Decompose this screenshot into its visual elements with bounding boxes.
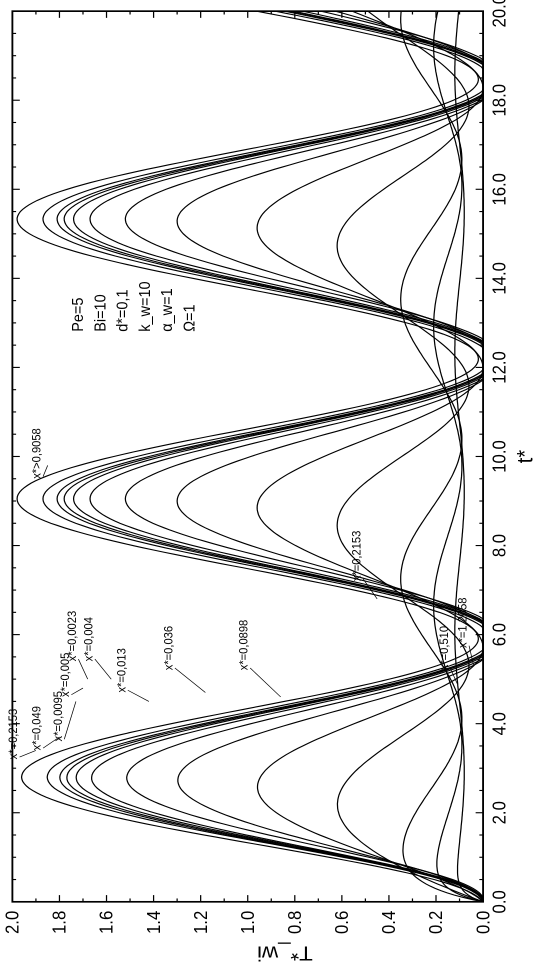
param-label: Bi=10 bbox=[92, 294, 110, 331]
curve-label: x*=0,510 bbox=[437, 626, 451, 671]
y-tick-label: 2.0 bbox=[2, 911, 23, 934]
curve-label: x*=0,013 bbox=[115, 648, 129, 693]
plot-area bbox=[12, 11, 483, 902]
y-tick-label: 0.2 bbox=[425, 911, 446, 934]
curve-label: x*>0,9058 bbox=[30, 428, 44, 479]
x-tick-label: 16.0 bbox=[489, 173, 510, 206]
x-tick-label: 14.0 bbox=[489, 262, 510, 295]
x-tick-label: 12.0 bbox=[489, 351, 510, 384]
curve-label: x*=0,2153 bbox=[350, 530, 364, 581]
y-tick-label: 1.8 bbox=[49, 911, 70, 934]
curve-label: x*=0,0898 bbox=[237, 619, 251, 670]
param-label: Pe=5 bbox=[69, 298, 87, 332]
x-tick-label: 2.0 bbox=[489, 801, 510, 824]
y-tick-label: 0.4 bbox=[378, 911, 399, 934]
param-label: k_w=10 bbox=[136, 281, 154, 331]
curve-label: x*=0,0023 bbox=[65, 610, 79, 661]
y-tick-label: 0.0 bbox=[472, 911, 493, 934]
param-label: Ω=1 bbox=[181, 304, 199, 331]
chart-svg: 0.0 2.0 4.0 6.0 8.0 10.0 12.0 14.0 16.0 18.0 20.0 0… bbox=[0, 0, 545, 971]
x-tick-label: 18.0 bbox=[489, 84, 510, 117]
y-axis-title: T*_wi bbox=[257, 942, 313, 964]
x-tick-label: 8.0 bbox=[489, 534, 510, 557]
y-tick-label: 1.0 bbox=[237, 911, 258, 934]
curve-label: x*=0,036 bbox=[162, 626, 176, 671]
y-tick-label: 1.6 bbox=[96, 911, 117, 934]
y-tick-label: 0.8 bbox=[284, 911, 305, 934]
chart-container: 0.0 2.0 4.0 6.0 8.0 10.0 12.0 14.0 16.0 18.0 20.0 0… bbox=[0, 0, 545, 971]
y-tick-label: 0.6 bbox=[331, 911, 352, 934]
y-tick-label: 1.2 bbox=[190, 911, 211, 934]
curve-label: x*=0,0095 bbox=[51, 691, 65, 742]
x-tick-label: 6.0 bbox=[489, 623, 510, 646]
y-tick-label: 1.4 bbox=[143, 911, 164, 934]
param-label: d*=0,1 bbox=[114, 289, 132, 331]
curve-label: x*=0,049 bbox=[30, 706, 44, 750]
x-axis-title: t* bbox=[514, 450, 538, 463]
x-tick-label: 20.0 bbox=[489, 0, 510, 27]
x-tick-label: 10.0 bbox=[489, 440, 510, 473]
curve-label: x*=0,2153 bbox=[7, 708, 21, 759]
curve-label: x*=1,2058 bbox=[456, 597, 470, 648]
curve-label: x*=0,004 bbox=[82, 617, 96, 662]
x-tick-label: 4.0 bbox=[489, 712, 510, 735]
param-label: α_w=1 bbox=[159, 288, 177, 331]
